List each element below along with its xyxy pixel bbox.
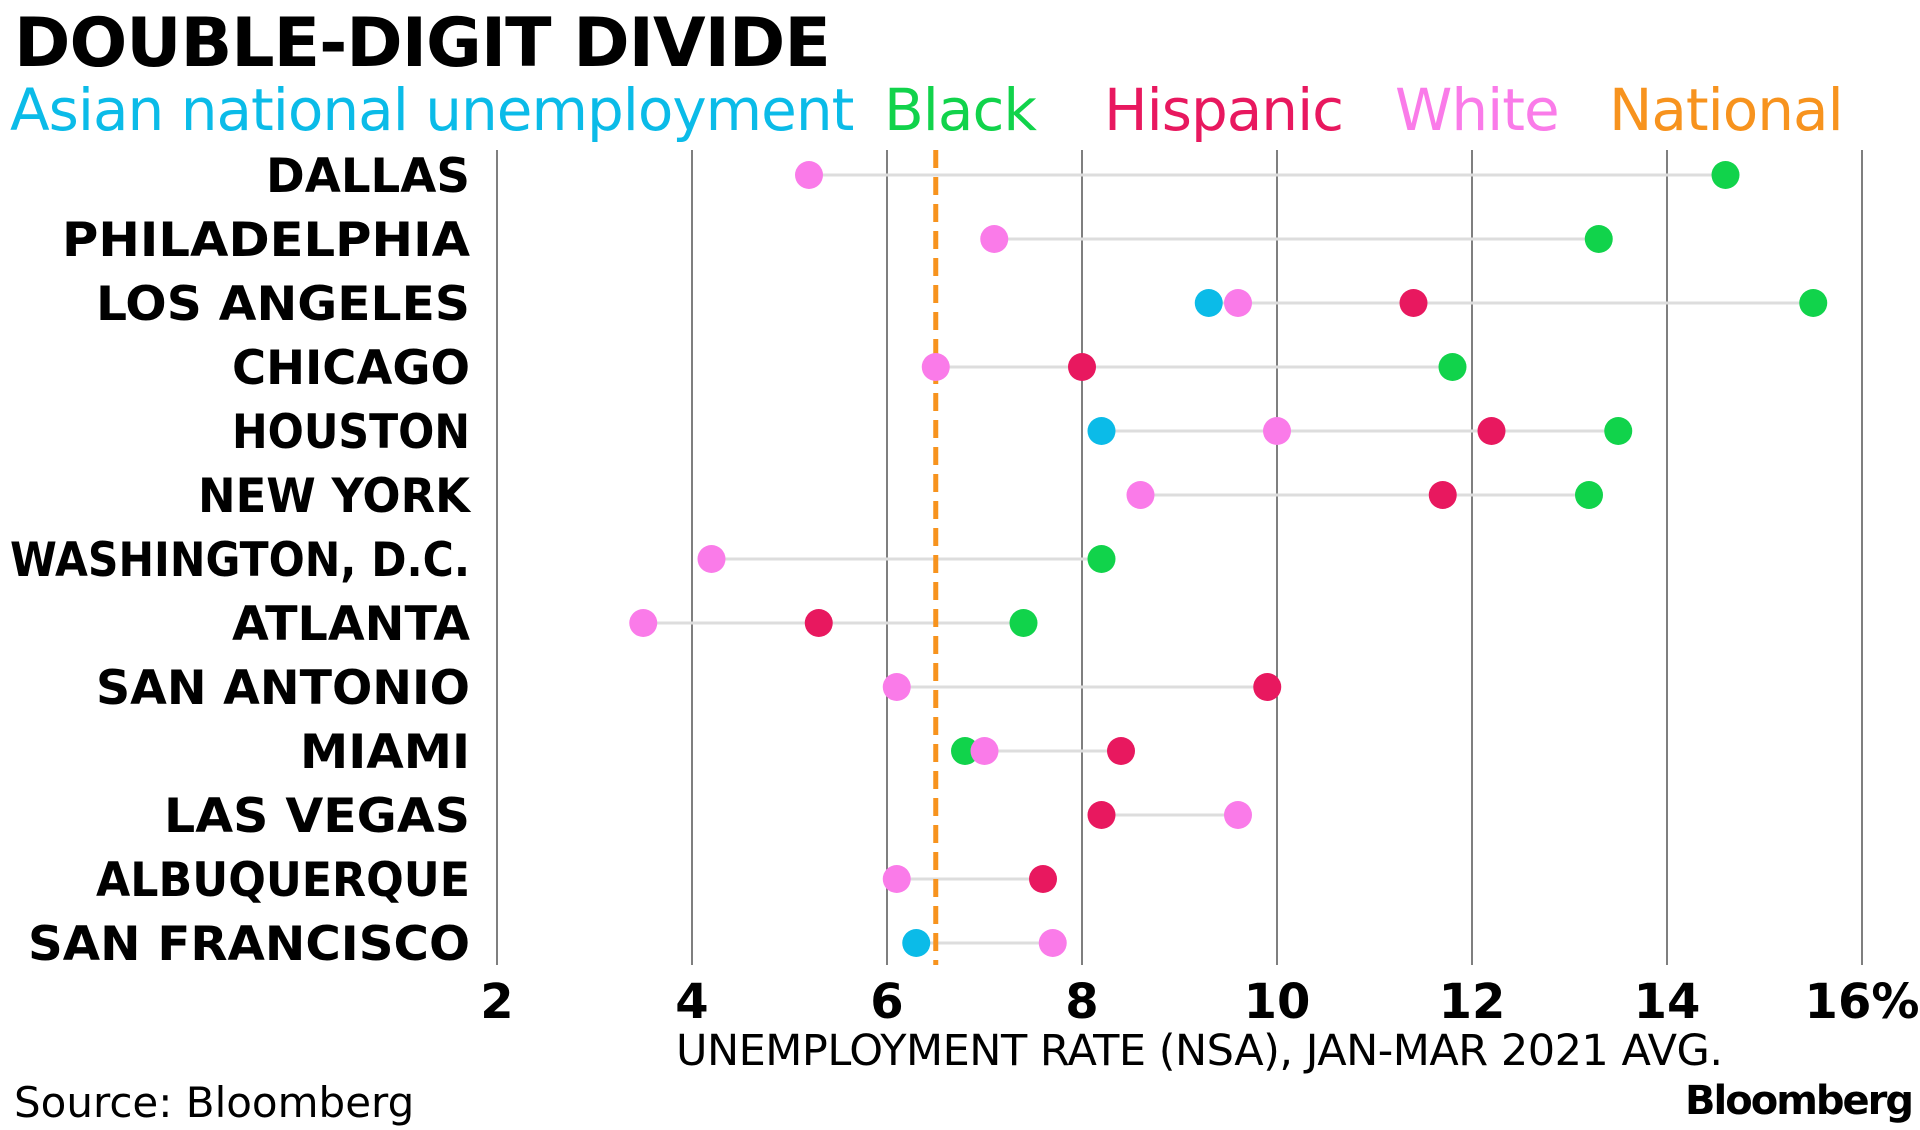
white-dot (629, 609, 658, 637)
hispanic-dot (1428, 481, 1457, 509)
x-tick-label: 8 (1065, 974, 1098, 1030)
chart-title: DOUBLE-DIGIT DIVIDE (14, 4, 831, 83)
city-label: PHILADELPHIA (62, 213, 471, 268)
legend-black: Black (884, 76, 1037, 144)
x-tick-label: 12 (1439, 974, 1506, 1030)
x-tick-label: 2 (480, 974, 513, 1030)
black-dot (1009, 609, 1038, 637)
source-note: Source: Bloomberg (14, 1078, 415, 1127)
white-dot (697, 545, 726, 573)
black-dot (951, 737, 979, 765)
city-label: MIAMI (300, 725, 470, 780)
black-dot (1575, 481, 1603, 509)
hispanic-dot (1068, 353, 1096, 381)
black-dot (1438, 353, 1467, 381)
white-dot (882, 673, 911, 701)
white-dot (1224, 289, 1252, 317)
hispanic-dot (1029, 865, 1057, 893)
white-dot (1263, 417, 1291, 445)
asian-dot (1087, 417, 1116, 445)
city-label: WASHINGTON, D.C. (10, 533, 470, 588)
black-dot (1799, 289, 1828, 317)
x-tick-label: 14 (1634, 974, 1701, 1030)
white-dot (795, 161, 823, 189)
x-tick-label: 6 (870, 974, 903, 1030)
hispanic-dot (804, 609, 833, 637)
brand-logo: Bloomberg (1685, 1078, 1914, 1124)
black-dot (1584, 225, 1613, 253)
city-label: LOS ANGELES (96, 277, 470, 332)
white-dot (1126, 481, 1155, 509)
x-tick-label: 16% (1805, 974, 1920, 1030)
black-dot (1604, 417, 1633, 445)
city-label: SAN ANTONIO (96, 661, 470, 716)
hispanic-dot (1107, 737, 1135, 765)
x-axis-title: UNEMPLOYMENT RATE (NSA), JAN-MAR 2021 AV… (676, 1026, 1723, 1076)
city-label: ALBUQUERQUE (96, 853, 470, 908)
hispanic-dot (1087, 801, 1116, 829)
white-dot (1224, 801, 1252, 829)
white-dot (882, 865, 911, 893)
x-tick-label: 4 (675, 974, 708, 1030)
city-label: ATLANTA (232, 597, 471, 652)
city-label: HOUSTON (232, 405, 470, 460)
white-dot (921, 353, 950, 381)
white-dot (980, 225, 1009, 253)
city-label: SAN FRANCISCO (28, 917, 470, 972)
white-dot (970, 737, 999, 765)
city-label: DALLAS (266, 149, 470, 204)
asian-dot (902, 929, 931, 957)
city-label: LAS VEGAS (164, 789, 470, 844)
asian-dot (1194, 289, 1223, 317)
legend-national: National (1609, 76, 1844, 144)
black-dot (1711, 161, 1740, 189)
legend-white: White (1395, 76, 1560, 144)
white-dot (1038, 929, 1067, 957)
city-label: CHICAGO (232, 341, 470, 396)
city-label: NEW YORK (198, 469, 472, 524)
hispanic-dot (1399, 289, 1428, 317)
hispanic-dot (1253, 673, 1282, 701)
hispanic-dot (1477, 417, 1506, 445)
legend-hispanic: Hispanic (1104, 76, 1344, 144)
x-tick-label: 10 (1244, 974, 1311, 1030)
legend-asian: Asian national unemployment (10, 76, 854, 144)
black-dot (1087, 545, 1116, 573)
